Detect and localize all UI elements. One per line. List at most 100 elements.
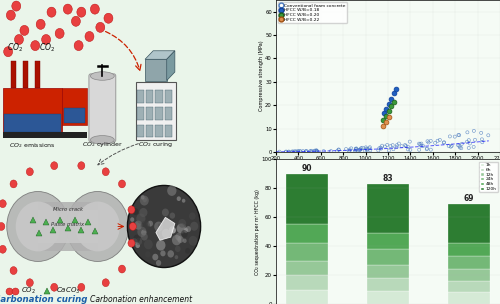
Conventional foam concrete — [311, 148, 319, 153]
Circle shape — [172, 235, 182, 245]
Circle shape — [85, 31, 94, 41]
Circle shape — [50, 162, 58, 170]
Circle shape — [146, 222, 151, 227]
Conventional foam concrete — [357, 146, 365, 150]
Bar — [367, 278, 409, 291]
Circle shape — [136, 238, 142, 245]
Conventional foam concrete — [466, 141, 474, 146]
Text: $CO_2$: $CO_2$ — [7, 41, 23, 54]
Bar — [146, 90, 154, 103]
Text: 90: 90 — [302, 164, 312, 173]
Conventional foam concrete — [484, 133, 492, 138]
Conventional foam concrete — [358, 145, 366, 150]
Conventional foam concrete — [448, 143, 456, 148]
Conventional foam concrete — [356, 147, 364, 152]
Bar — [448, 243, 490, 256]
Circle shape — [170, 212, 175, 219]
Circle shape — [136, 243, 140, 248]
Conventional foam concrete — [285, 149, 293, 154]
Bar — [38, 202, 98, 251]
Circle shape — [161, 224, 166, 230]
Circle shape — [20, 25, 29, 36]
HFCC W/B=0.18 — [380, 111, 388, 116]
Bar — [286, 289, 328, 304]
Circle shape — [118, 265, 126, 273]
Circle shape — [177, 223, 186, 234]
Conventional foam concrete — [423, 146, 431, 151]
Conventional foam concrete — [406, 147, 414, 152]
Conventional foam concrete — [320, 149, 328, 154]
Conventional foam concrete — [417, 143, 425, 148]
Bar — [448, 256, 490, 269]
Circle shape — [190, 222, 198, 231]
Conventional foam concrete — [306, 149, 314, 154]
Text: Paste matrix: Paste matrix — [51, 223, 84, 227]
Circle shape — [74, 40, 83, 50]
Circle shape — [158, 224, 162, 227]
Circle shape — [102, 168, 110, 176]
Conventional foam concrete — [451, 134, 459, 139]
Conventional foam concrete — [445, 143, 453, 148]
Conventional foam concrete — [458, 141, 466, 146]
Conventional foam concrete — [302, 149, 310, 154]
HFCC W/B=0.20 — [384, 109, 392, 113]
Conventional foam concrete — [361, 148, 369, 153]
Bar — [136, 82, 176, 140]
Circle shape — [134, 235, 140, 242]
Conventional foam concrete — [276, 149, 283, 154]
Conventional foam concrete — [312, 148, 320, 153]
Conventional foam concrete — [284, 149, 292, 154]
Circle shape — [136, 213, 145, 224]
Conventional foam concrete — [393, 143, 401, 147]
Bar — [286, 243, 328, 261]
Circle shape — [72, 16, 80, 26]
Bar — [64, 108, 86, 123]
HFCC W/B=0.20 — [388, 104, 396, 109]
Conventional foam concrete — [352, 146, 360, 151]
Bar — [164, 90, 172, 103]
Circle shape — [144, 240, 153, 249]
Conventional foam concrete — [392, 145, 400, 150]
Circle shape — [140, 221, 150, 231]
Circle shape — [182, 199, 186, 203]
Conventional foam concrete — [355, 147, 363, 152]
Circle shape — [130, 223, 136, 230]
Conventional foam concrete — [346, 149, 354, 154]
Conventional foam concrete — [313, 149, 321, 154]
Circle shape — [78, 162, 85, 170]
Conventional foam concrete — [418, 141, 426, 146]
Circle shape — [76, 202, 120, 251]
Y-axis label: CO₂ sequestration per m³ HFCC (kg): CO₂ sequestration per m³ HFCC (kg) — [255, 189, 260, 275]
Circle shape — [4, 47, 13, 57]
Conventional foam concrete — [404, 144, 412, 149]
Bar — [4, 114, 61, 132]
Text: $CO_2$ curing: $CO_2$ curing — [138, 140, 173, 149]
Conventional foam concrete — [334, 147, 342, 152]
Bar — [448, 281, 490, 292]
Ellipse shape — [90, 136, 114, 144]
FancyBboxPatch shape — [89, 74, 116, 142]
Conventional foam concrete — [385, 148, 393, 153]
Circle shape — [10, 267, 17, 275]
Circle shape — [162, 229, 170, 238]
HFCC W/B=0.18 — [390, 91, 398, 96]
Conventional foam concrete — [327, 149, 335, 154]
Bar — [286, 224, 328, 243]
Y-axis label: Compressive strength (MPa): Compressive strength (MPa) — [258, 41, 264, 111]
Circle shape — [162, 209, 169, 216]
Polygon shape — [156, 217, 175, 240]
Conventional foam concrete — [456, 144, 464, 149]
Circle shape — [152, 254, 158, 261]
Conventional foam concrete — [312, 148, 320, 153]
Conventional foam concrete — [386, 143, 394, 148]
Conventional foam concrete — [376, 145, 384, 150]
Bar — [2, 88, 62, 134]
Text: 69: 69 — [464, 194, 474, 203]
Circle shape — [140, 195, 144, 199]
Circle shape — [176, 196, 181, 201]
Circle shape — [175, 246, 180, 252]
Circle shape — [0, 200, 6, 208]
Bar — [164, 107, 172, 120]
Bar — [2, 132, 87, 138]
Text: $CO_2$: $CO_2$ — [40, 41, 56, 54]
